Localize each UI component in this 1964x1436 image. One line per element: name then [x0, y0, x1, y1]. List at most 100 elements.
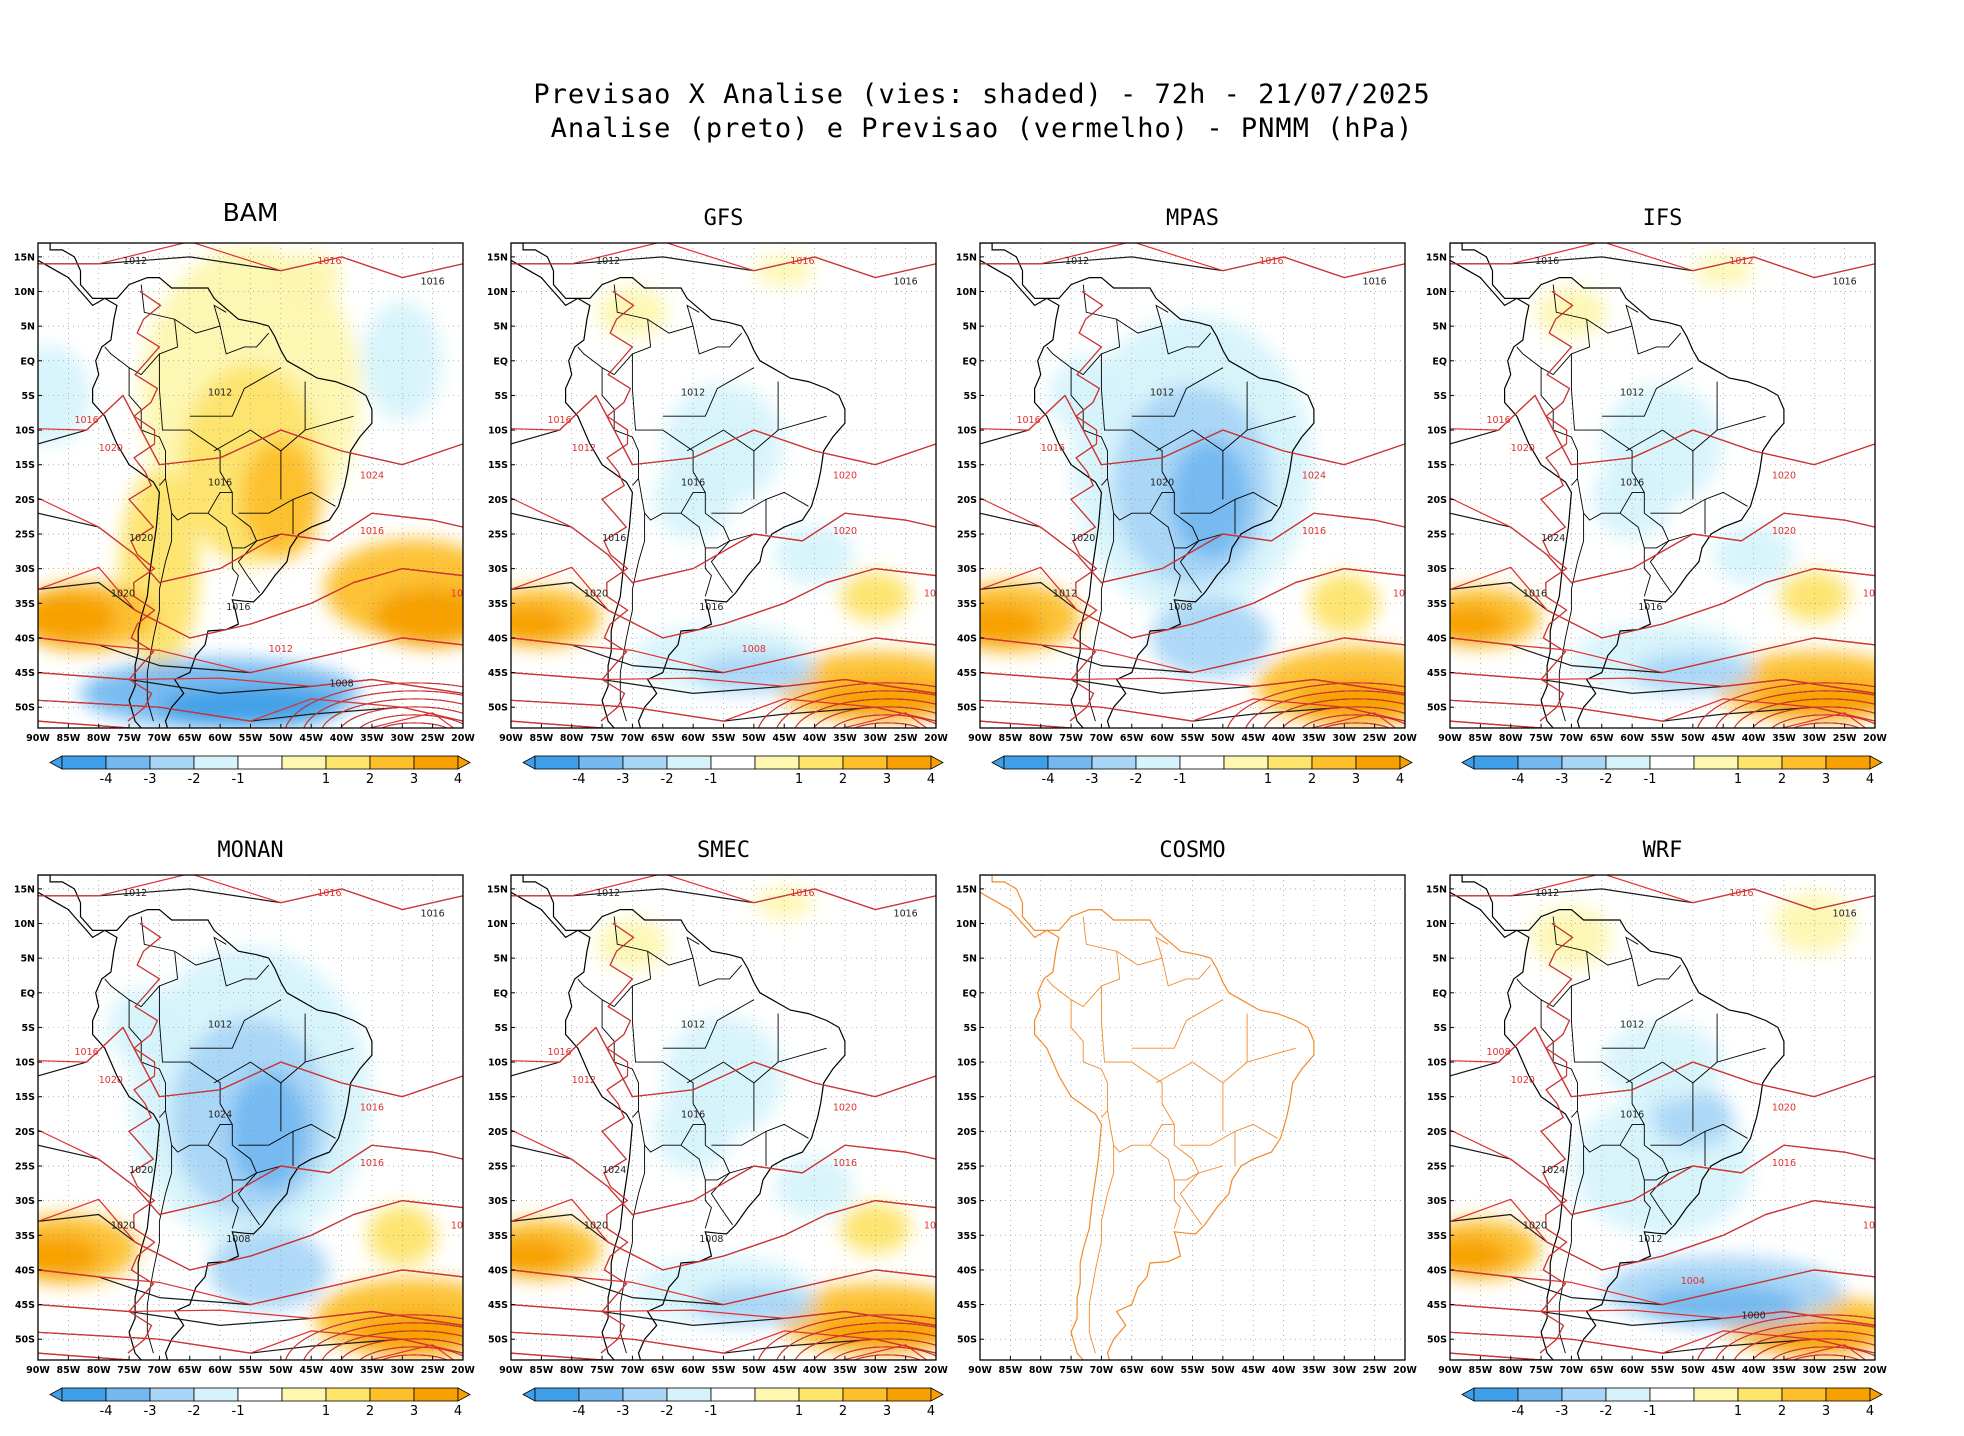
- colorbar-tick-label: -3: [144, 1404, 157, 1419]
- colorbar-left-extension: [1461, 755, 1475, 770]
- lat-tick-label: 40S: [488, 1265, 508, 1276]
- lat-tick-label: 50S: [488, 703, 508, 714]
- colorbar-segment: [105, 1387, 151, 1402]
- lat-tick-label: 10S: [957, 1058, 977, 1069]
- colorbar-tick-label: -4: [100, 772, 113, 787]
- lon-tick-label: 55W: [1651, 733, 1675, 744]
- lon-tick-label: 70W: [148, 1365, 172, 1376]
- lat-tick-label: 20S: [1427, 1127, 1447, 1138]
- contour-label: 1012: [1729, 256, 1753, 267]
- lat-tick-label: 35S: [488, 599, 508, 610]
- colorbar-tick-label: 2: [366, 1404, 374, 1419]
- colorbar-right-extension: [457, 755, 471, 770]
- colorbar-right-extension: [930, 755, 944, 770]
- lat-tick-label: 25S: [488, 530, 508, 541]
- contour-label: 1016: [1259, 256, 1283, 267]
- colorbar-segment: [61, 755, 107, 770]
- lon-tick-label: 30W: [390, 733, 414, 744]
- contour-label: 1020: [1772, 526, 1796, 537]
- lon-tick-label: 80W: [1029, 733, 1053, 744]
- colorbar-segment: [1355, 755, 1401, 770]
- colorbar-left-extension: [1461, 1387, 1475, 1402]
- colorbar-tick-label: 3: [410, 1404, 418, 1419]
- contour-label: 1012: [1620, 1019, 1644, 1030]
- contour-label: 1020: [1393, 588, 1417, 599]
- colorbar-tick-label: -4: [100, 1404, 113, 1419]
- contour-label: 1016: [547, 1047, 571, 1058]
- lat-tick-label: 45S: [15, 1300, 35, 1311]
- coastline-wrf: [1450, 875, 1785, 1360]
- colorbar-segment: [666, 1387, 712, 1402]
- lon-tick-label: 25W: [1833, 733, 1857, 744]
- lat-tick-label: 50S: [957, 703, 977, 714]
- lat-tick-label: 40S: [1427, 633, 1447, 644]
- colorbar-tick-label: -4: [1042, 772, 1055, 787]
- colorbar-tick-label: -2: [188, 772, 201, 787]
- contour-label: 1016: [208, 478, 232, 489]
- contour-label: 1016: [1620, 478, 1644, 489]
- map-content-mpas: 1012 1016 1016 1016 1012 1016 1020 1024 1020 1016…: [980, 243, 1417, 728]
- contour-label: 1020: [1150, 478, 1174, 489]
- lon-tick-label: 80W: [87, 733, 111, 744]
- lat-tick-label: 25S: [1427, 1162, 1447, 1173]
- panel-title-ifs: IFS: [1642, 206, 1683, 231]
- lon-tick-label: 25W: [1363, 1365, 1387, 1376]
- contour-label: 1016: [547, 415, 571, 426]
- contour-label: 1016: [360, 1103, 384, 1114]
- lat-tick-label: 5S: [22, 1023, 36, 1034]
- lat-tick-label: EQ: [962, 356, 977, 367]
- map-panel-bam: 1012 1016 1016 1016 1012 1020 1016 1024 1020 1016…: [14, 242, 475, 744]
- colorbar-segment: [1825, 1387, 1871, 1402]
- lat-tick-label: 20S: [1427, 495, 1447, 506]
- lat-tick-label: 20S: [488, 1127, 508, 1138]
- colorbar-ifs: -4 -3 -2 -1 1 2 3 4: [1461, 755, 1883, 787]
- lon-tick-label: 85W: [57, 733, 81, 744]
- colorbar-tick-label: 4: [1396, 772, 1404, 787]
- colorbar-segment: [798, 1387, 844, 1402]
- contour-label: 1012: [208, 387, 232, 398]
- colorbar-tick-label: -3: [617, 772, 630, 787]
- lon-tick-label: 45W: [772, 1365, 796, 1376]
- colorbar-tick-label: -4: [1512, 1404, 1525, 1419]
- lon-tick-label: 90W: [1438, 1365, 1462, 1376]
- contour-label: 1016: [317, 888, 341, 899]
- lon-tick-label: 85W: [1469, 733, 1493, 744]
- contour-label: 1020: [129, 1165, 153, 1176]
- colorbar-left-extension: [991, 755, 1005, 770]
- lon-tick-label: 90W: [968, 733, 992, 744]
- contour-label: 1020: [833, 471, 857, 482]
- lat-tick-label: 25S: [15, 1162, 35, 1173]
- colorbar-right-extension: [457, 1387, 471, 1402]
- lon-tick-label: 25W: [1833, 1365, 1857, 1376]
- lon-tick-label: 55W: [712, 733, 736, 744]
- contour-label: 1016: [1535, 256, 1559, 267]
- contour-label: 1016: [74, 1047, 98, 1058]
- map-content-wrf: 1012 1016 1016 1008 1012 1020 1016 1020 1024 1016…: [1450, 875, 1875, 1360]
- lat-tick-label: 30S: [957, 1196, 977, 1207]
- colorbar-segment: [1179, 755, 1225, 770]
- contour-label: 1016: [317, 256, 341, 267]
- lon-tick-label: 20W: [451, 733, 475, 744]
- panel-title-wrf: WRF: [1642, 838, 1683, 863]
- contour-label: 1012: [681, 387, 705, 398]
- colorbar-segment: [1605, 1387, 1651, 1402]
- lat-tick-label: 25S: [957, 530, 977, 541]
- colorbar-tick-label: -2: [188, 1404, 201, 1419]
- lon-tick-label: 30W: [1802, 733, 1826, 744]
- contour-label: 1000: [1741, 1310, 1765, 1321]
- lat-tick-label: 10S: [1427, 1058, 1447, 1069]
- lat-tick-label: 15S: [1427, 460, 1447, 471]
- colorbar-wrf: -4 -3 -2 -1 1 2 3 4: [1461, 1387, 1883, 1419]
- lat-tick-label: 5S: [964, 1023, 978, 1034]
- lon-tick-label: 30W: [1802, 1365, 1826, 1376]
- colorbar-segment: [1737, 755, 1783, 770]
- lon-tick-label: 65W: [1120, 733, 1144, 744]
- contour-label: 1024: [1541, 533, 1565, 544]
- coastline-cosmo: [980, 875, 1315, 1360]
- lon-tick-label: 75W: [590, 733, 614, 744]
- lon-tick-label: 65W: [178, 1365, 202, 1376]
- contour-label: 1008: [1486, 1047, 1510, 1058]
- lat-tick-label: 15N: [1426, 884, 1447, 895]
- contour-label: 1016: [451, 1220, 475, 1231]
- map-content-ifs: 1016 1012 1016 1016 1012 1020 1016 1020 1024 1020…: [1450, 243, 1875, 728]
